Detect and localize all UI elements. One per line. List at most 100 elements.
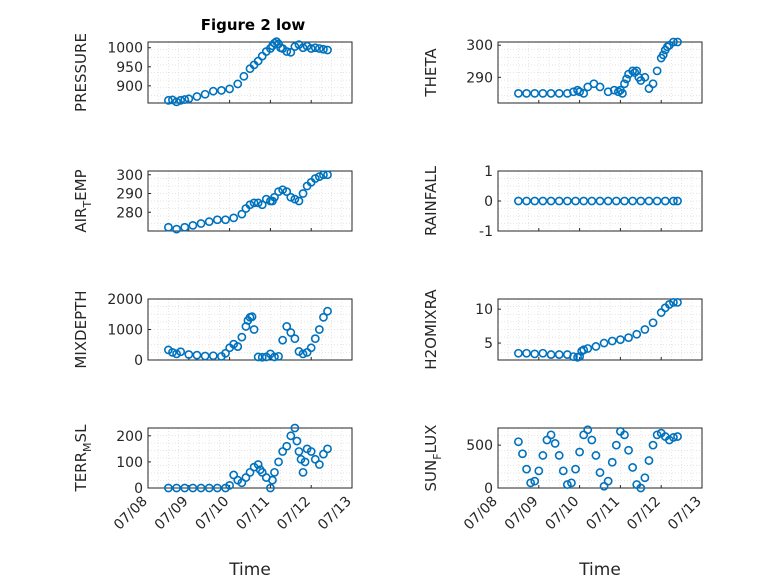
panel-7-y-axis-label-sub: M bbox=[81, 442, 94, 452]
panel-2-data-point bbox=[628, 66, 638, 76]
panel-7-data-point bbox=[323, 444, 332, 454]
panel-5-data-point bbox=[306, 343, 316, 353]
panel-1-data-point bbox=[180, 95, 190, 104]
panel-1-data-point bbox=[184, 94, 194, 104]
panel-3-y-axis-label-sub: T bbox=[81, 201, 94, 209]
panel-5-data-point bbox=[221, 348, 230, 358]
panel-7-ytick-label: 0 bbox=[134, 481, 143, 497]
panel-3-data-point bbox=[237, 209, 247, 219]
panel-2-data-point bbox=[575, 87, 584, 97]
panel-8-data-point bbox=[558, 466, 568, 476]
panel-4-data-point bbox=[579, 196, 589, 206]
panel-8-data-point bbox=[595, 468, 605, 477]
panel-7-ytick-label: 200 bbox=[116, 429, 143, 445]
panel-6-data-point bbox=[554, 350, 564, 359]
panel-1-data-point bbox=[323, 45, 332, 55]
panel-6-data-point bbox=[669, 297, 678, 307]
panel-6-data-point bbox=[569, 352, 578, 362]
panel-1-data-point bbox=[200, 89, 210, 99]
panel-5-y-axis-label: MIXDEPTH bbox=[72, 290, 90, 368]
panel-7-data-point bbox=[274, 457, 283, 467]
panel-6-data-point bbox=[624, 333, 633, 343]
panel-3-data-point bbox=[314, 172, 324, 182]
panel-7-data-point bbox=[294, 447, 304, 456]
panel-6-ytick-label: 10 bbox=[475, 302, 493, 318]
panel-8-axes-box bbox=[497, 427, 703, 489]
panel-8-data-point bbox=[550, 439, 560, 448]
panel-2-data-point bbox=[618, 88, 627, 98]
panel-1-data-point bbox=[310, 43, 320, 53]
panel-4-data-point bbox=[603, 196, 613, 206]
panel-1-ytick-label: 1000 bbox=[107, 41, 143, 57]
panel-2: 300 290 THETA bbox=[422, 37, 703, 104]
panel-6-data-point bbox=[648, 318, 658, 328]
panel-7-axes-box bbox=[147, 427, 353, 489]
panel-5-data-point bbox=[310, 334, 320, 344]
panel-2-ytick-label: 290 bbox=[466, 70, 493, 86]
panel-8-data-point bbox=[591, 451, 601, 460]
panel-3-y-axis-label: AIRTEMP bbox=[72, 169, 94, 232]
panel-3-data-point bbox=[245, 200, 255, 210]
panel-3-data-point bbox=[257, 200, 267, 210]
panel-3-ytick-label: 300 bbox=[116, 168, 143, 184]
panel-4-y-axis-label: RAINFALL bbox=[422, 165, 440, 236]
panel-8-ytick-label: 0 bbox=[484, 481, 493, 497]
panel-8-y-axis-label-sub: F bbox=[431, 453, 444, 459]
panel-8-data-point bbox=[538, 451, 548, 460]
panel-8-data-point bbox=[526, 478, 536, 488]
panel-8-data-point bbox=[518, 449, 527, 459]
panel-1-data-point bbox=[208, 86, 218, 96]
panel-8-data-point bbox=[530, 476, 540, 486]
panel-4-ytick-label: 0 bbox=[484, 194, 493, 210]
panel-2-data-point bbox=[652, 66, 662, 76]
panel-5-data-point bbox=[192, 350, 202, 360]
panel-6-y-axis-label: H2OMIXRA bbox=[422, 289, 440, 370]
panel-8-data-point bbox=[587, 435, 597, 445]
panel-6-data-point bbox=[579, 345, 589, 355]
panel-3-ytick-label: 280 bbox=[116, 205, 143, 221]
panel-7-data-point bbox=[204, 483, 214, 493]
panel-5-ytick-label: 2000 bbox=[107, 292, 143, 308]
panel-5-data-point bbox=[233, 342, 243, 351]
panel-2-axes-box bbox=[497, 41, 703, 104]
panel-3-data-point bbox=[221, 215, 230, 225]
panel-2-data-point bbox=[662, 42, 672, 52]
panel-6-data-point bbox=[583, 344, 593, 353]
panel-2-data-point bbox=[640, 72, 650, 82]
panel-3-data-point bbox=[323, 170, 332, 180]
panel-1-data-point bbox=[239, 71, 249, 81]
panel-2-data-point bbox=[620, 79, 629, 89]
panel-2-data-point bbox=[579, 88, 589, 98]
panel-2-data-point bbox=[595, 82, 605, 92]
panel-3-data-point bbox=[282, 187, 292, 197]
panel-3-data-point bbox=[229, 213, 239, 223]
panel-4-data-point bbox=[546, 196, 556, 206]
panel-6-data-point bbox=[673, 297, 682, 307]
panel-2-data-point bbox=[530, 88, 540, 98]
panel-4-data-point bbox=[530, 196, 540, 206]
panel-5-data-point bbox=[282, 322, 292, 331]
panel-6-data-point bbox=[616, 335, 625, 345]
panel-8-y-axis-label-main: SUN bbox=[422, 460, 440, 492]
panel-8-data-point bbox=[514, 437, 523, 447]
panel-3-data-point bbox=[298, 189, 308, 198]
panel-8-data-point bbox=[607, 457, 617, 467]
panel-4-data-point bbox=[538, 196, 548, 206]
panel-7-data-point bbox=[314, 460, 324, 469]
panel-3: 300 290 280 AIRTEMP bbox=[72, 168, 353, 234]
panel-8-data-point bbox=[624, 445, 633, 455]
panel-5-data-point bbox=[249, 325, 259, 334]
panel-2-data-point bbox=[669, 37, 678, 47]
panel-8-x-axis-label: Time bbox=[578, 560, 621, 580]
panel-5-ytick-label: 0 bbox=[134, 353, 143, 369]
panel-7-data-point bbox=[196, 483, 206, 493]
panel-8-data-point bbox=[611, 440, 621, 450]
panel-7-data-point bbox=[265, 483, 275, 493]
panel-7-data-point bbox=[180, 483, 190, 493]
panel-6-axes-box bbox=[497, 298, 703, 361]
panel-7-y-axis-label-rest: SL bbox=[72, 424, 90, 443]
panel-6-data-point bbox=[591, 342, 601, 351]
panel-1-data-point bbox=[306, 44, 316, 53]
panel-7-y-axis-label: TERRMSL bbox=[72, 424, 94, 493]
